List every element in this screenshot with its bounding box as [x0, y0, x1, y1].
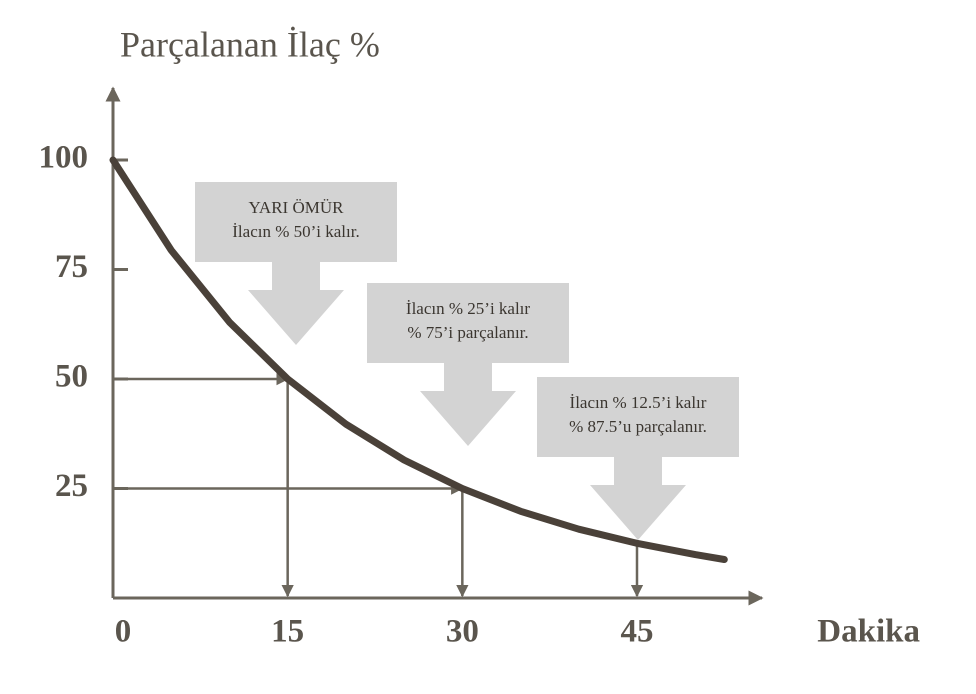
annotation-text: İlacın % 25’i kalır [406, 299, 530, 318]
annotation-text: % 87.5’u parçalanır. [569, 417, 707, 436]
annotation-box [367, 283, 569, 363]
annotation-text: YARI ÖMÜR [249, 198, 345, 217]
x-tick-label: 30 [446, 614, 479, 650]
annotation-box [537, 377, 739, 457]
annotation-text: İlacın % 50’i kalır. [232, 222, 359, 241]
annotation-arrow [420, 363, 516, 446]
y-tick-label: 100 [39, 140, 89, 176]
x-tick-label: 15 [271, 614, 304, 650]
annotation-arrow [590, 457, 686, 540]
annotation-arrow [248, 262, 344, 345]
y-tick-label: 50 [55, 359, 88, 395]
curve [109, 156, 728, 563]
y-tick-label: 75 [55, 249, 88, 285]
x-tick-label: 45 [621, 614, 654, 650]
y-tick-label: 25 [55, 468, 88, 504]
x-tick-label: 0 [115, 614, 132, 650]
annotation-box [195, 182, 397, 262]
annotation-text: İlacın % 12.5’i kalır [570, 393, 707, 412]
annotation-text: % 75’i parçalanır. [407, 323, 528, 342]
x-axis-label: Dakika [817, 614, 920, 650]
chart-title: Parçalanan İlaç % [120, 24, 380, 64]
